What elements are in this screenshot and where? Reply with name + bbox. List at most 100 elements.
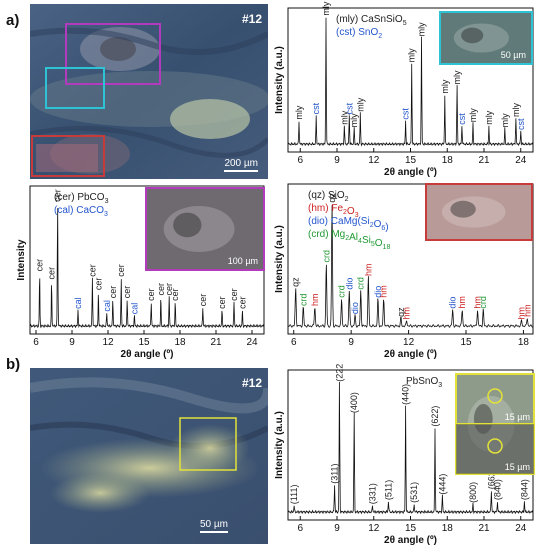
diffraction-trace <box>29 208 265 329</box>
peak-label: (662) <box>486 468 496 489</box>
legend-entry: (qz) SiO2 <box>308 190 349 203</box>
peak-label: cer <box>87 264 97 277</box>
xrd-chart-top-right: Intensity (a.u.) 6 9 12 15 18 21 24 2θ angle (º)… <box>270 0 541 180</box>
micrograph-a-sample-id: #12 <box>241 12 262 26</box>
peak-label: cer <box>237 296 247 309</box>
micrograph-b-scale: 50 µm <box>200 519 228 533</box>
peak-label: dio <box>350 302 360 314</box>
peak-label: (331) <box>368 483 378 504</box>
y-axis-label: Intensity <box>16 239 27 281</box>
peak-label: mly <box>355 97 365 111</box>
legend-entry: PbSnO3 <box>406 376 442 389</box>
peak-label: qz <box>396 307 406 317</box>
peak-label: cer <box>170 288 180 301</box>
peak-label: dio <box>448 297 458 309</box>
x-tick-label: 12 <box>368 155 380 166</box>
peak-label: (444) <box>437 474 447 495</box>
inset-micrograph: 15 µm 15 µm <box>455 373 535 475</box>
legend-entry: (cst) SnO2 <box>336 27 382 40</box>
peak-label: hm <box>522 304 532 317</box>
x-tick-label: 24 <box>515 155 527 166</box>
peak-label: cer <box>116 264 126 277</box>
chart-svg-middle_right: Intensity (a.u.) 6 9 12 15 18 2θ angle (º) qz cr… <box>274 183 534 360</box>
peak-label: qz <box>327 193 337 203</box>
x-tick-label: 6 <box>297 523 303 534</box>
peak-label: dio <box>344 278 354 290</box>
peak-label: cal <box>73 297 83 309</box>
peak-label: (622) <box>430 406 440 427</box>
y-axis-label: Intensity (a.u.) <box>274 411 285 479</box>
peak-label: (531) <box>409 482 419 503</box>
x-axis-label: 2θ angle (º) <box>384 349 437 360</box>
peak-label: cal <box>102 300 112 312</box>
y-axis-label: Intensity (a.u.) <box>274 225 285 293</box>
peak-label: cer <box>229 288 239 301</box>
peak-label: mly <box>500 113 510 127</box>
peak-label: mly <box>339 110 349 124</box>
x-tick-label: 15 <box>138 337 150 348</box>
inset-scale-label: 50 µm <box>501 50 526 60</box>
x-axis-label: 2θ angle (º) <box>384 167 437 178</box>
peak-label: hm <box>472 296 482 309</box>
peak-label: cal <box>129 303 139 315</box>
peak-label: cer <box>35 259 45 272</box>
legend-entry: (dio) CaMg(Si2O6) <box>308 216 389 233</box>
xrd-chart-bottom-right: Intensity (a.u.) 6 9 12 15 18 21 24 2θ angle (º)… <box>270 361 541 550</box>
peak-label: cer <box>53 189 63 202</box>
x-tick-label: 9 <box>334 523 340 534</box>
peak-label: mly <box>294 105 304 119</box>
micrograph-b-scale-label: 50 µm <box>200 519 228 530</box>
peak-label: cer <box>217 296 227 309</box>
peak-label: (840) <box>492 479 502 500</box>
x-tick-label: 21 <box>478 523 490 534</box>
peak-label: (440) <box>401 384 411 405</box>
peak-label: qz <box>291 277 301 287</box>
peak-label: crd <box>337 285 347 298</box>
micrograph-b-scale-bar <box>200 531 228 533</box>
x-tick-label: 12 <box>403 337 415 348</box>
xrd-chart-middle-right: Intensity (a.u.) 6 9 12 15 18 2θ angle (º) qz cr… <box>270 180 541 360</box>
x-tick-label: 24 <box>246 337 258 348</box>
peak-label: crd <box>356 277 366 290</box>
peak-label: crd <box>478 296 488 309</box>
chart-svg-top_right: Intensity (a.u.) 6 9 12 15 18 21 24 2θ angle (º)… <box>274 1 534 178</box>
peak-label: (800) <box>468 482 478 503</box>
micrograph-a-scale-label: 200 µm <box>224 158 258 169</box>
peak-label: mly <box>440 79 450 93</box>
peak-label: mly <box>468 108 478 122</box>
peak-label: cer <box>122 286 132 299</box>
legend-entry: (hm) Fe2O3 <box>308 203 359 219</box>
micrograph-a: #12 200 µm <box>30 4 268 179</box>
peak-label: cst <box>311 102 321 114</box>
x-tick-label: 15 <box>460 337 472 348</box>
legend-entry: (mly) CaSnSiO5 <box>336 14 407 27</box>
inset-micrograph: 50 µm <box>439 11 533 65</box>
peak-label: cst <box>344 102 354 114</box>
legend-entry: (cer) PbCO3 <box>54 192 109 205</box>
peak-label: hm <box>310 293 320 306</box>
peak-label: mly <box>484 110 494 124</box>
x-axis-label: 2θ angle (º) <box>121 349 174 360</box>
peak-label: cer <box>198 294 208 307</box>
inset-micrograph: 100 µm <box>145 187 265 271</box>
legend-entry: (cal) CaCO3 <box>54 205 108 218</box>
x-tick-label: 9 <box>334 155 340 166</box>
peak-label: (511) <box>383 480 393 500</box>
legend-entry: (crd) Mg2Al4Si5O18 <box>308 229 390 251</box>
peak-label: cst <box>401 108 411 120</box>
x-tick-label: 6 <box>297 155 303 166</box>
peak-label: mly <box>452 70 462 84</box>
x-tick-label: 9 <box>348 337 354 348</box>
peak-label: cer <box>146 288 156 301</box>
y-axis-label: Intensity (a.u.) <box>274 46 285 114</box>
x-tick-label: 15 <box>405 155 417 166</box>
peak-label: hm <box>402 307 412 320</box>
peak-label: mly <box>417 22 427 36</box>
peak-label: mly <box>321 1 331 15</box>
x-tick-label: 18 <box>442 155 454 166</box>
x-tick-label: 6 <box>291 337 297 348</box>
inset-micrograph <box>425 183 533 241</box>
peak-label: (844) <box>519 479 529 500</box>
peak-label: (400) <box>349 392 359 413</box>
